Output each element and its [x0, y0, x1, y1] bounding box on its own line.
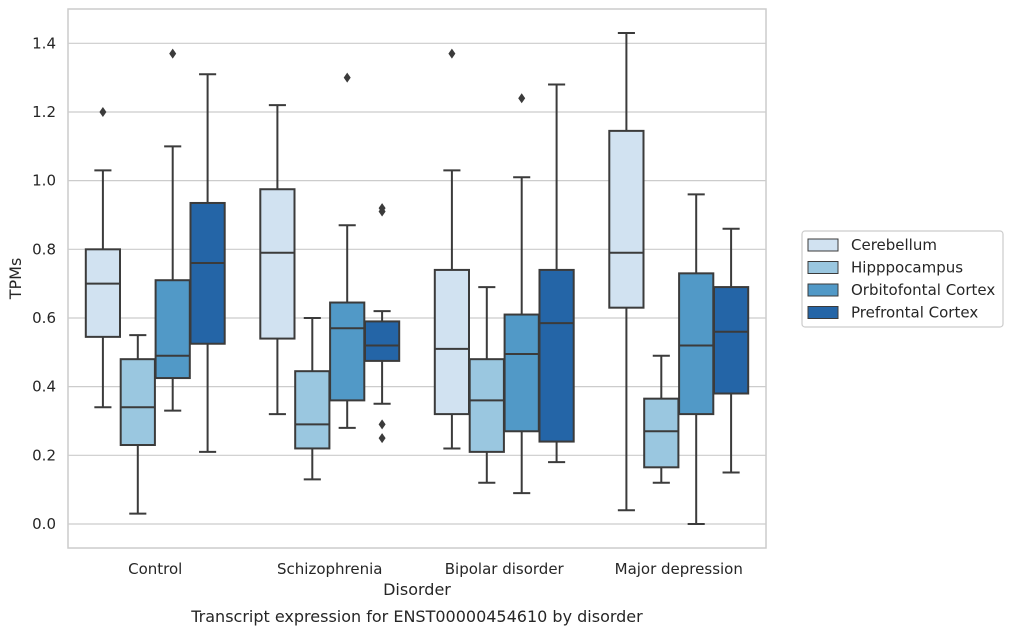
box-1-0: [259, 104, 296, 416]
box-1-3: [363, 203, 401, 444]
y-tick-label: 0.2: [32, 446, 56, 464]
outlier-point: [518, 93, 526, 104]
box-0-3: [189, 73, 226, 453]
box-0-2: [154, 48, 191, 412]
box-0-0: [84, 106, 122, 409]
y-tick-label: 1.4: [32, 34, 56, 52]
legend-label: Cerebellum: [851, 236, 937, 254]
x-tick-label: Bipolar disorder: [445, 560, 565, 578]
outlier-point: [343, 72, 351, 83]
legend-swatch: [807, 238, 839, 252]
y-tick-label: 0.6: [32, 309, 56, 327]
outlier-point: [378, 433, 386, 444]
box-2-3: [538, 83, 575, 464]
box-iqr: [608, 129, 645, 309]
legend-label: Orbitofontal Cortex: [851, 281, 995, 299]
box-3-2: [678, 193, 715, 525]
box-2-2: [503, 93, 540, 495]
outlier-point: [99, 106, 107, 117]
legend-frame: [801, 230, 1004, 328]
y-axis-label: TPMs: [6, 258, 25, 301]
box-iqr: [363, 320, 401, 362]
box-2-0: [433, 48, 471, 450]
box-iqr: [678, 272, 715, 416]
box-2-1: [468, 286, 505, 484]
chart-caption: Transcript expression for ENST0000045461…: [190, 607, 643, 626]
box-3-0: [608, 32, 645, 512]
legend-label: Hipppocampus: [851, 259, 963, 277]
box-iqr: [503, 313, 540, 433]
box-iqr: [712, 286, 750, 395]
box-iqr: [154, 279, 191, 380]
outlier-point: [378, 203, 386, 214]
x-tick-label: Major depression: [615, 560, 743, 578]
box-0-1: [119, 334, 156, 515]
box-iqr: [433, 268, 471, 416]
outlier-point: [169, 48, 177, 59]
legend-label: Prefrontal Cortex: [851, 304, 978, 322]
y-tick-label: 0.8: [32, 240, 56, 258]
box-iqr: [538, 268, 575, 443]
box-1-2: [329, 72, 366, 429]
box-iqr: [119, 358, 156, 447]
legend-swatch: [807, 261, 839, 274]
box-3-1: [643, 354, 680, 484]
y-tick-label: 1.0: [32, 172, 56, 190]
box-iqr: [329, 301, 366, 402]
outlier-point: [448, 48, 456, 59]
legend-swatch: [807, 283, 839, 297]
box-iqr: [468, 358, 505, 453]
x-tick-label: Schizophrenia: [277, 560, 382, 578]
x-tick-labels: Control Schizophrenia Bipolar disorder Majo…: [128, 560, 743, 578]
legend: Cerebellum Hipppocampus Orbitofontal Corte…: [801, 230, 1004, 328]
y-tick-label: 1.2: [32, 103, 56, 121]
box-1-1: [294, 316, 331, 481]
box-iqr: [189, 201, 226, 345]
legend-swatch: [807, 306, 839, 319]
x-axis-label: Disorder: [383, 580, 451, 599]
box-iqr: [259, 188, 296, 340]
y-tick-label: 0.0: [32, 515, 56, 533]
boxes-layer: [84, 32, 750, 525]
x-tick-label: Control: [128, 560, 182, 578]
box-3-3: [712, 227, 750, 474]
y-tick-label: 0.4: [32, 378, 56, 396]
plot-frame: [67, 8, 767, 549]
box-iqr: [294, 370, 331, 450]
y-tick-labels: 0.0 0.2 0.4 0.6 0.8 1.0 1.2 1.4: [32, 34, 56, 533]
outlier-point: [378, 419, 386, 430]
box-iqr: [84, 248, 122, 338]
box-iqr: [643, 397, 680, 469]
